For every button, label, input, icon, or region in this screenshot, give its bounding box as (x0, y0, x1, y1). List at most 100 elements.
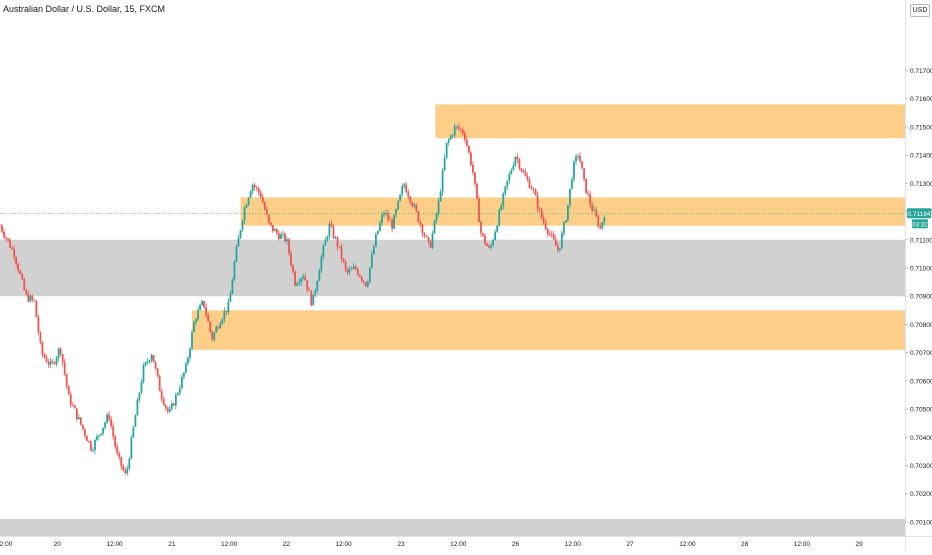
x-tick-label: 27 (626, 541, 634, 548)
candle-body (601, 222, 604, 229)
currency-selector[interactable]: USD (910, 4, 930, 17)
candle-body (558, 248, 561, 251)
candle-body (199, 305, 201, 311)
candle-body (377, 230, 379, 234)
candle-body (340, 246, 343, 259)
candle-body (170, 403, 173, 410)
candle-body (427, 236, 430, 242)
candle-body (560, 233, 563, 249)
candle-body (538, 208, 541, 210)
y-tick-label: 0.70800 (910, 322, 932, 329)
candle-body (342, 258, 345, 262)
candle-body (81, 424, 84, 430)
x-tick-label: 22 (283, 541, 291, 548)
candle-body (63, 362, 66, 375)
candle-body (336, 237, 339, 247)
y-tick-label: 0.71700 (910, 68, 932, 75)
candle-body (494, 231, 497, 240)
candle-body (356, 269, 359, 275)
candle-body (431, 233, 434, 248)
candle-body (407, 192, 410, 197)
candle-body (27, 294, 30, 302)
candle-body (562, 222, 565, 234)
candle-body (579, 155, 581, 162)
candle-body (528, 179, 531, 188)
candle-body (126, 468, 129, 474)
x-tick-label: 12:00 (221, 541, 238, 548)
x-tick-label: 12:00 (565, 541, 582, 548)
candle-body (271, 225, 274, 232)
candle-body (53, 362, 56, 364)
candle-body (189, 348, 191, 359)
candle-body (573, 161, 575, 180)
candle-body (453, 126, 456, 136)
candle-body (360, 277, 363, 281)
candle-body (265, 209, 268, 215)
candle-body (591, 204, 594, 211)
candle-body (409, 196, 412, 203)
y-tick-label: 0.70900 (910, 294, 932, 301)
candle-body (280, 234, 282, 239)
candle-body (98, 435, 100, 437)
candle-body (488, 245, 490, 248)
candle-body (585, 178, 587, 194)
candle-body (597, 216, 600, 227)
candle-body (71, 405, 74, 406)
candle-body (221, 319, 224, 324)
candle-body (540, 209, 543, 219)
candle-body (96, 436, 98, 440)
candle-body (61, 354, 64, 363)
candle-body (231, 280, 234, 294)
candle-body (425, 235, 428, 237)
candle-body (59, 348, 62, 355)
candle-body (350, 268, 353, 270)
candle-body (603, 217, 606, 223)
candle-body (1, 225, 3, 232)
candle-body (77, 417, 80, 420)
candle-body (423, 233, 426, 236)
candle-body (197, 310, 199, 320)
countdown-text: 03:32 (912, 221, 928, 228)
candle-body (512, 165, 515, 171)
candle-body (567, 205, 569, 221)
candle-body (292, 265, 294, 272)
candle-body (225, 311, 228, 313)
candle-body (457, 126, 460, 130)
x-tick-label: 12:00 (450, 541, 467, 548)
candle-body (128, 458, 131, 469)
candle-body (476, 183, 478, 199)
candle-body (508, 174, 511, 181)
candle-body (75, 408, 78, 420)
candle-body (344, 261, 347, 269)
candle-body (375, 233, 377, 247)
candle-body (463, 133, 466, 140)
candle-body (138, 392, 141, 400)
candle-body (437, 200, 440, 214)
candle-body (7, 238, 9, 241)
candle-body (148, 360, 151, 362)
candle-body (310, 290, 313, 306)
candle-body (411, 202, 414, 207)
candle-body (467, 145, 470, 153)
candle-body (405, 184, 408, 193)
candle-body (5, 237, 7, 239)
candle-body (593, 209, 596, 211)
candle-body (421, 224, 424, 234)
candle-body (500, 206, 503, 210)
candle-body (306, 280, 309, 290)
candle-body (318, 270, 321, 281)
candle-body (433, 220, 436, 234)
candle-body (381, 215, 383, 223)
y-tick-label: 0.70400 (910, 435, 932, 442)
candle-body (132, 426, 135, 438)
candle-body (120, 457, 123, 467)
candle-body (391, 220, 393, 229)
candle-body (106, 414, 109, 423)
candle-body (263, 202, 266, 210)
x-tick-label: 20 (54, 541, 62, 548)
candle-body (158, 376, 161, 392)
candle-body (9, 240, 12, 248)
candle-body (88, 441, 90, 442)
